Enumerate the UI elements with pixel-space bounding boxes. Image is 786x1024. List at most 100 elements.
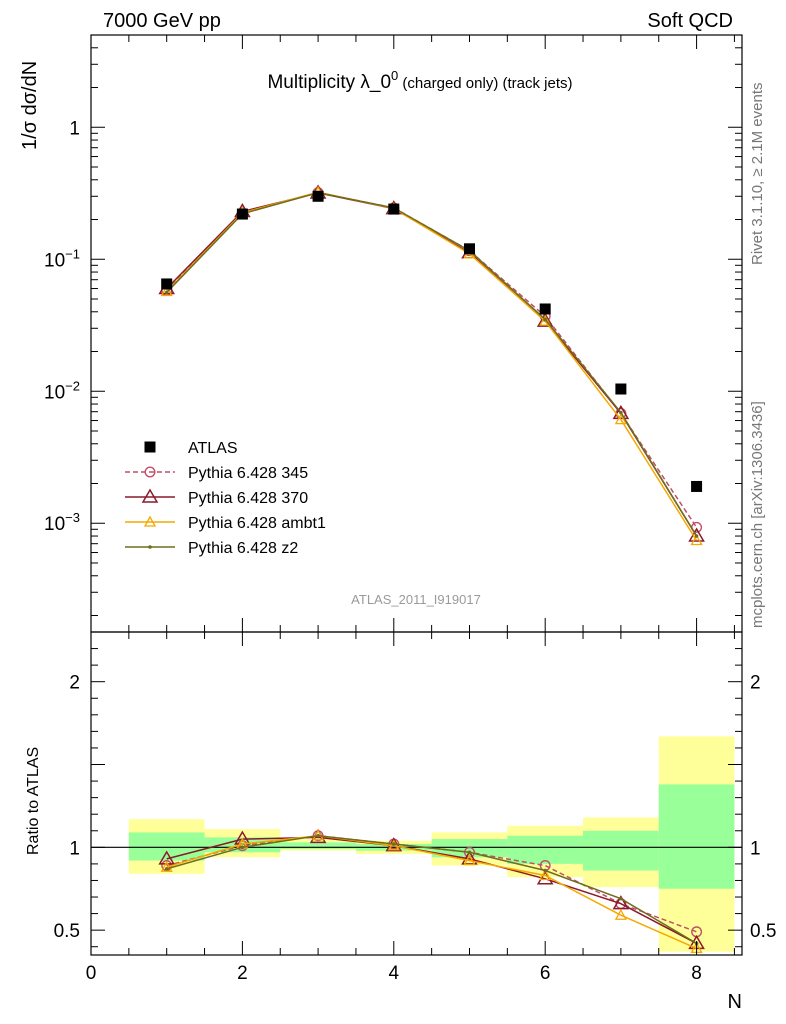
ratio-point <box>619 896 623 901</box>
y-axis-label-ratio: Ratio to ATLAS <box>25 747 42 855</box>
ratio-point <box>612 895 630 910</box>
main-y-tick-label: 10−2 <box>44 378 80 403</box>
main-y-tick-label: 1 <box>69 118 80 139</box>
ratio-line <box>166 834 697 945</box>
title-superscript: 0 <box>391 68 398 83</box>
band-green-bin <box>507 835 584 864</box>
mcplots-label: mcplots.cern.ch [arXiv:1306.3436] <box>749 401 766 628</box>
ratio-point <box>316 833 320 838</box>
header-left: 7000 GeV pp <box>103 10 221 32</box>
ratio-y-tick-label-left: 1 <box>69 838 80 859</box>
legend-label: Pythia 6.428 345 <box>188 465 308 482</box>
uncertainty-bands <box>128 736 735 952</box>
ratio-point <box>614 908 627 920</box>
ratio-point <box>158 850 176 865</box>
main-data-point <box>312 190 324 202</box>
main-data-point <box>463 243 475 255</box>
legend-marker <box>144 466 156 478</box>
y-axis-label-main: 1/σ dσ/dN <box>19 61 41 150</box>
ratio-point <box>543 868 547 873</box>
main-data-series <box>161 190 703 492</box>
main-y-tick-label: 10−3 <box>44 510 80 535</box>
ratio-y-tick-label-left: 2 <box>69 673 80 694</box>
legend-label: Pythia 6.428 z2 <box>188 540 298 557</box>
main-y-tick-exponent: −2 <box>65 378 80 393</box>
ratio-point <box>467 850 472 855</box>
main-line <box>166 191 698 537</box>
main-point <box>164 290 169 295</box>
main-data-point <box>539 303 551 315</box>
ratio-point <box>164 867 169 871</box>
main-data-point <box>161 278 173 290</box>
band-green-bin <box>583 830 659 871</box>
main-y-tick-label: 10−1 <box>44 246 80 271</box>
ratio-y-tick-label-right: 2 <box>750 673 761 694</box>
ratio-series <box>164 833 699 946</box>
rivet-version-label: Rivet 3.1.10, ≥ 2.1M events <box>749 83 766 266</box>
legend-marker <box>141 488 159 503</box>
main-series <box>164 190 699 538</box>
x-tick-label: 4 <box>389 963 400 984</box>
main-data-point <box>236 208 248 220</box>
main-data-point <box>615 383 627 395</box>
legend-marker <box>144 441 156 453</box>
ratio-y-tick-label-left: 0.5 <box>54 921 80 942</box>
axes-group: 10−310−210−110 2 4 6 80.5 0.51 12 2 <box>44 34 776 984</box>
legend-label: Pythia 6.428 370 <box>188 490 308 507</box>
title-main: Multiplicity λ_0 <box>267 72 391 93</box>
main-point <box>694 534 699 538</box>
header-right: Soft QCD <box>647 10 733 32</box>
main-point <box>539 314 552 326</box>
main-y-tick-base: 10 <box>44 514 65 535</box>
x-tick-label: 6 <box>540 963 551 984</box>
series-group <box>158 184 705 954</box>
legend-marker <box>143 515 157 527</box>
analysis-watermark: ATLAS_2011_I919017 <box>351 592 481 607</box>
main-y-tick-base: 10 <box>44 250 65 271</box>
main-point <box>690 534 703 546</box>
main-y-tick-exponent: −1 <box>65 246 80 261</box>
main-series <box>158 184 705 542</box>
main-point <box>614 413 627 425</box>
plot-title: Multiplicity λ_00 (charged only) (track … <box>267 68 572 93</box>
main-y-tick-base: 1 <box>69 118 80 139</box>
legend-entry: Pythia 6.428 ambt1 <box>125 515 326 532</box>
band-green-bin <box>128 832 205 861</box>
x-tick-label: 0 <box>86 963 97 984</box>
ratio-line <box>166 836 697 945</box>
ratio-point <box>240 845 245 850</box>
ratio-y-tick-label-right: 0.5 <box>750 921 776 942</box>
main-point <box>536 312 554 327</box>
legend-label: Pythia 6.428 ambt1 <box>188 515 326 532</box>
main-y-tick-base: 10 <box>44 382 65 403</box>
main-point <box>619 410 623 415</box>
main-y-tick-exponent: −3 <box>65 510 80 525</box>
legend: ATLAS Pythia 6.428 345 Pythia 6.428 370 Pyt… <box>125 440 326 557</box>
ratio-point <box>461 850 478 865</box>
x-tick-label: 8 <box>691 963 702 984</box>
band-green-bin <box>204 837 281 853</box>
ratio-line <box>166 834 697 950</box>
main-line <box>166 192 698 537</box>
ratio-point <box>160 860 173 872</box>
title-subtext: (charged only) (track jets) <box>398 75 572 92</box>
ratio-y-tick-label-right: 1 <box>750 838 761 859</box>
ratio-point <box>463 854 476 866</box>
x-axis-label: N <box>728 991 742 1013</box>
legend-marker <box>148 545 152 549</box>
x-tick-label: 2 <box>237 963 248 984</box>
legend-entry: Pythia 6.428 370 <box>125 488 308 507</box>
ratio-plot-frame <box>90 631 743 956</box>
legend-entry: ATLAS <box>144 440 238 457</box>
band-green-bin <box>280 842 356 849</box>
ratio-point <box>387 839 400 851</box>
main-point <box>543 317 547 322</box>
main-line <box>166 191 698 541</box>
ratio-point <box>539 869 552 881</box>
ratio-point <box>391 842 396 846</box>
band-green-bin <box>658 784 735 889</box>
main-data-point <box>691 480 703 492</box>
legend-label: ATLAS <box>188 440 238 457</box>
legend-entry: Pythia 6.428 z2 <box>125 540 298 557</box>
